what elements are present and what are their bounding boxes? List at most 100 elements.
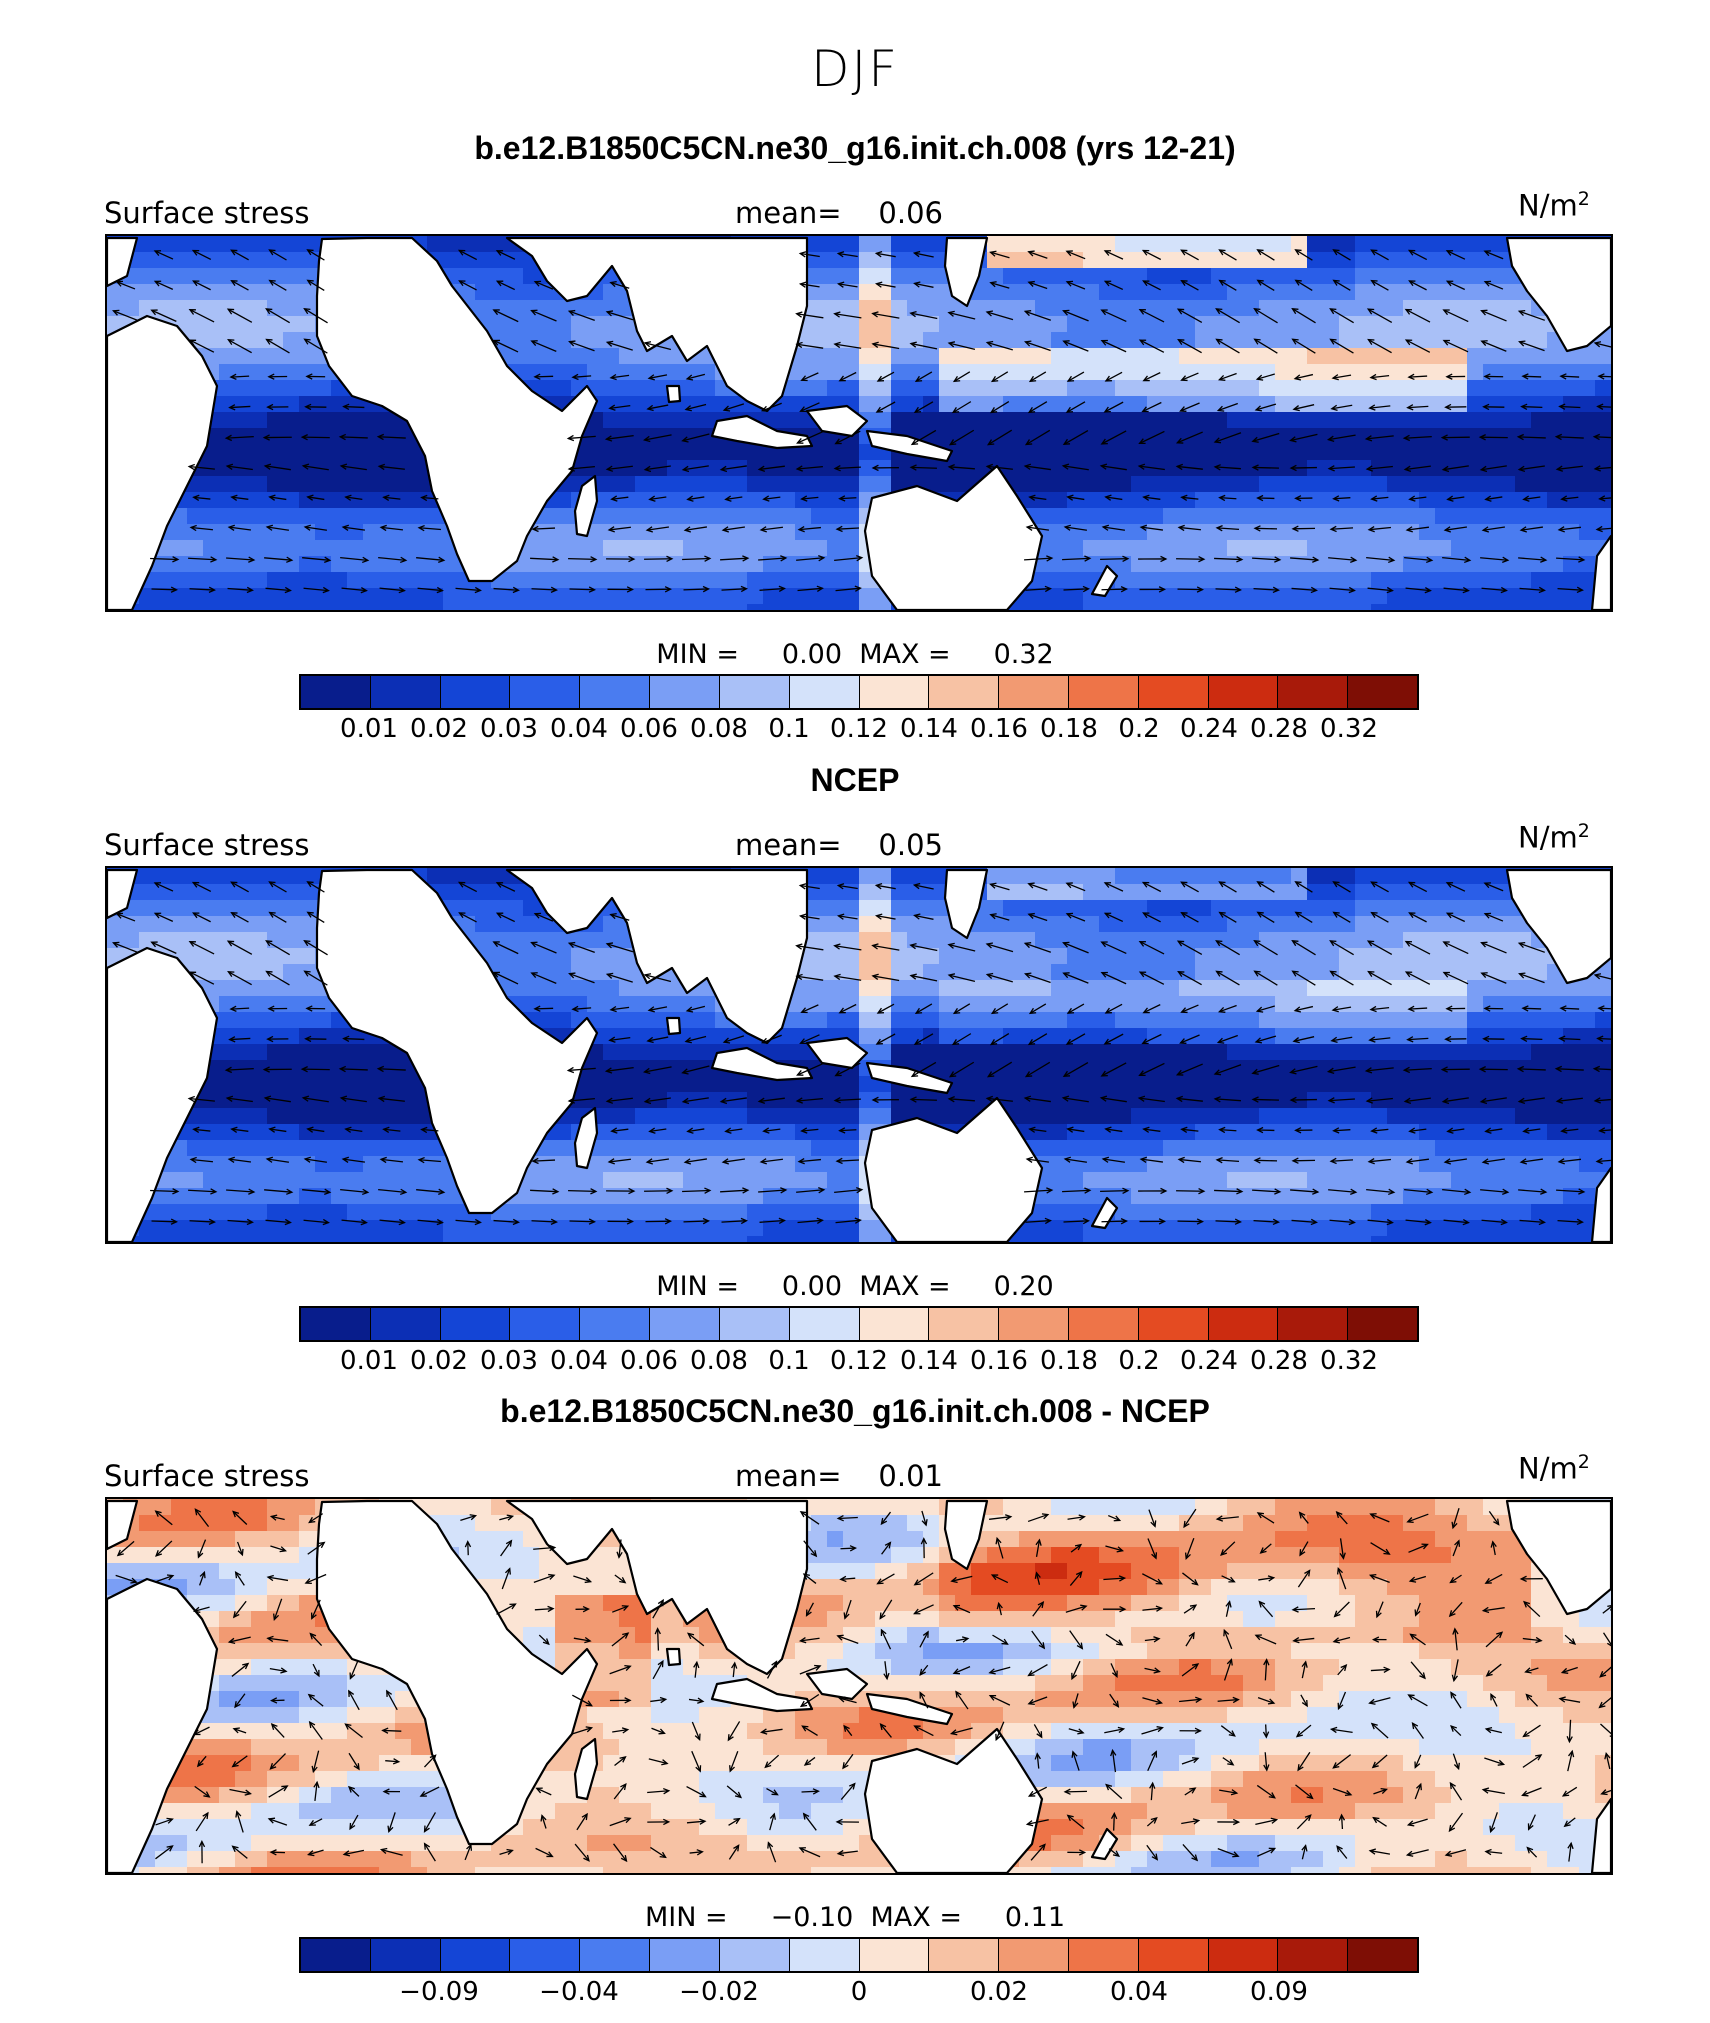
colorbar-swatch bbox=[860, 1308, 930, 1340]
colorbar-swatch bbox=[1278, 1939, 1348, 1971]
units-label: N/m2 bbox=[1518, 820, 1590, 855]
colorbar-swatch bbox=[720, 1308, 790, 1340]
colorbar-tick-label: 0.04 bbox=[1110, 1977, 1168, 2007]
colorbar-swatch bbox=[1069, 1308, 1139, 1340]
colorbar-tick-label: 0.14 bbox=[900, 714, 958, 744]
colorbar-tick-label: 0.12 bbox=[830, 714, 888, 744]
colorbar-swatch bbox=[790, 1939, 860, 1971]
colorbar-tick-label: 0.28 bbox=[1250, 1346, 1308, 1376]
colorbar-swatch bbox=[1278, 1308, 1348, 1340]
colorbar-swatch bbox=[860, 676, 930, 708]
colorbar-swatch bbox=[1069, 1939, 1139, 1971]
colorbar-swatch bbox=[1278, 676, 1348, 708]
units-label: N/m2 bbox=[1518, 1451, 1590, 1486]
mean-label: mean= 0.01 bbox=[735, 1459, 943, 1493]
colorbar bbox=[299, 674, 1419, 710]
colorbar-swatch bbox=[1348, 676, 1417, 708]
map-diff bbox=[105, 1497, 1613, 1875]
colorbar-swatch bbox=[860, 1939, 930, 1971]
colorbar-swatch bbox=[441, 1939, 511, 1971]
map-model bbox=[105, 234, 1613, 612]
colorbar-tick-label: 0.24 bbox=[1180, 714, 1238, 744]
colorbar-swatch bbox=[790, 676, 860, 708]
colorbar-swatch bbox=[580, 1308, 650, 1340]
colorbar-tick-label: 0.18 bbox=[1040, 714, 1098, 744]
colorbar bbox=[299, 1937, 1419, 1973]
colorbar-swatch bbox=[301, 1308, 371, 1340]
colorbar-swatch bbox=[650, 676, 720, 708]
colorbar-swatch bbox=[720, 676, 790, 708]
colorbar-tick-label: 0.32 bbox=[1320, 714, 1378, 744]
colorbar-swatch bbox=[1348, 1308, 1417, 1340]
colorbar-swatch bbox=[371, 1308, 441, 1340]
figure-title: DJF bbox=[0, 40, 1710, 98]
min-max-label: MIN = 0.00 MAX = 0.20 bbox=[0, 1271, 1710, 1302]
colorbar-tick-label: 0.16 bbox=[970, 714, 1028, 744]
colorbar-swatch bbox=[999, 1939, 1069, 1971]
colorbar-tick-label: 0 bbox=[851, 1977, 868, 2007]
colorbar-swatch bbox=[510, 676, 580, 708]
colorbar-swatch bbox=[650, 1939, 720, 1971]
variable-label: Surface stress bbox=[104, 828, 310, 862]
map-canvas bbox=[107, 236, 1611, 610]
colorbar-swatch bbox=[1348, 1939, 1417, 1971]
colorbar-swatch bbox=[580, 1939, 650, 1971]
colorbar-swatch bbox=[371, 676, 441, 708]
colorbar-tick-label: 0.06 bbox=[620, 714, 678, 744]
colorbar-swatch bbox=[510, 1939, 580, 1971]
panel-title: NCEP bbox=[0, 762, 1710, 799]
colorbar-tick-label: 0.12 bbox=[830, 1346, 888, 1376]
min-max-label: MIN = −0.10 MAX = 0.11 bbox=[0, 1902, 1710, 1933]
colorbar-tick-label: −0.09 bbox=[399, 1977, 479, 2007]
panel-title: b.e12.B1850C5CN.ne30_g16.init.ch.008 (yr… bbox=[0, 130, 1710, 167]
colorbar-tick-label: 0.2 bbox=[1118, 1346, 1159, 1376]
colorbar-swatch bbox=[1209, 1939, 1279, 1971]
colorbar-swatch bbox=[929, 1308, 999, 1340]
colorbar-tick-label: 0.08 bbox=[690, 714, 748, 744]
panel-ncep: NCEP Surface stress mean= 0.05 N/m2 MIN … bbox=[0, 762, 1710, 1392]
colorbar-tick-label: 0.32 bbox=[1320, 1346, 1378, 1376]
colorbar-tick-label: 0.08 bbox=[690, 1346, 748, 1376]
colorbar-swatch bbox=[441, 676, 511, 708]
colorbar-swatch bbox=[1139, 1939, 1209, 1971]
map-ncep bbox=[105, 866, 1613, 1244]
units-label: N/m2 bbox=[1518, 188, 1590, 223]
colorbar-swatch bbox=[1139, 676, 1209, 708]
colorbar-swatch bbox=[929, 1939, 999, 1971]
colorbar-swatch bbox=[1209, 676, 1279, 708]
colorbar-tick-label: 0.14 bbox=[900, 1346, 958, 1376]
colorbar-tick-label: −0.04 bbox=[539, 1977, 619, 2007]
colorbar-tick-label: 0.16 bbox=[970, 1346, 1028, 1376]
colorbar-swatch bbox=[301, 676, 371, 708]
panel-model: b.e12.B1850C5CN.ne30_g16.init.ch.008 (yr… bbox=[0, 130, 1710, 760]
colorbar-swatch bbox=[929, 676, 999, 708]
colorbar-swatch bbox=[510, 1308, 580, 1340]
colorbar-tick-label: 0.09 bbox=[1250, 1977, 1308, 2007]
variable-label: Surface stress bbox=[104, 1459, 310, 1493]
colorbar-swatch bbox=[301, 1939, 371, 1971]
colorbar-tick-label: 0.1 bbox=[768, 1346, 809, 1376]
colorbar-tick-label: 0.06 bbox=[620, 1346, 678, 1376]
colorbar-tick-label: 0.02 bbox=[410, 714, 468, 744]
colorbar-tick-label: −0.02 bbox=[679, 1977, 759, 2007]
colorbar-swatch bbox=[580, 676, 650, 708]
colorbar-swatch bbox=[650, 1308, 720, 1340]
colorbar-swatch bbox=[1139, 1308, 1209, 1340]
colorbar-swatch bbox=[371, 1939, 441, 1971]
colorbar-tick-label: 0.1 bbox=[768, 714, 809, 744]
min-max-label: MIN = 0.00 MAX = 0.32 bbox=[0, 639, 1710, 670]
colorbar-tick-label: 0.18 bbox=[1040, 1346, 1098, 1376]
map-canvas bbox=[107, 1499, 1611, 1873]
colorbar-swatch bbox=[1209, 1308, 1279, 1340]
panel-title: b.e12.B1850C5CN.ne30_g16.init.ch.008 - N… bbox=[0, 1393, 1710, 1430]
colorbar-tick-label: 0.03 bbox=[480, 1346, 538, 1376]
colorbar-tick-label: 0.02 bbox=[410, 1346, 468, 1376]
colorbar-swatch bbox=[441, 1308, 511, 1340]
colorbar-tick-label: 0.03 bbox=[480, 714, 538, 744]
variable-label: Surface stress bbox=[104, 196, 310, 230]
colorbar-tick-label: 0.2 bbox=[1118, 714, 1159, 744]
colorbar-tick-label: 0.24 bbox=[1180, 1346, 1238, 1376]
